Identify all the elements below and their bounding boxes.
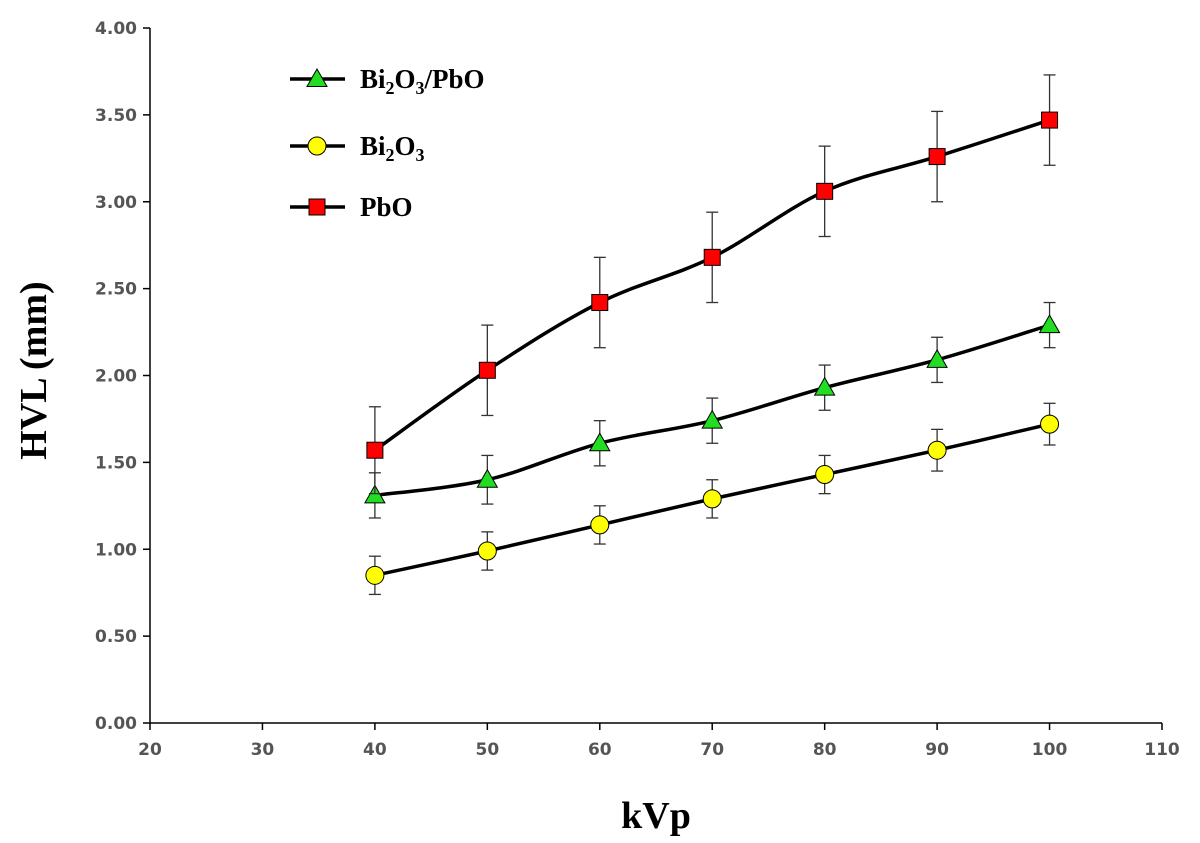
- y-tick-label: 3.00: [95, 193, 137, 213]
- data-point: [588, 432, 611, 452]
- tick-labels: 20 30 40 50 60 70 80 90 100 110 0.00 0.50 1.00 1.50 2.…: [95, 19, 1180, 760]
- x-axis-title: kVp: [621, 795, 691, 837]
- x-tick-label: 30: [251, 740, 275, 760]
- data-point: [1038, 314, 1061, 334]
- series-group: [364, 74, 1061, 596]
- x-tick-label: 80: [813, 740, 837, 760]
- legend-marker: [307, 136, 327, 156]
- data-point: [365, 565, 385, 585]
- legend-entry: Bi2O3: [290, 131, 425, 165]
- legend-label: Bi2O3: [360, 131, 425, 165]
- legend-marker: [306, 67, 328, 87]
- data-point: [476, 468, 499, 488]
- data-point: [927, 440, 947, 460]
- y-tick-label: 4.00: [95, 19, 137, 39]
- data-point: [477, 541, 497, 561]
- y-tick-label: 2.50: [95, 280, 137, 300]
- x-tick-label: 100: [1032, 740, 1068, 760]
- legend: Bi2O3/PbO Bi2O3 PbO: [290, 64, 485, 222]
- x-tick-label: 60: [588, 740, 612, 760]
- y-tick-label: 2.00: [95, 367, 137, 387]
- x-tick-label: 90: [925, 740, 949, 760]
- data-point: [816, 182, 834, 200]
- y-tick-label: 0.00: [95, 714, 137, 734]
- x-tick-label: 50: [475, 740, 499, 760]
- y-axis-title: HVL (mm): [13, 281, 55, 459]
- x-tick-label: 70: [700, 740, 724, 760]
- x-tick-label: 40: [363, 740, 387, 760]
- data-point: [702, 489, 722, 509]
- y-tick-label: 3.50: [95, 106, 137, 126]
- y-tick-label: 1.50: [95, 453, 137, 473]
- legend-label: Bi2O3/PbO: [360, 64, 485, 98]
- data-point: [928, 148, 946, 166]
- series-triangle: [364, 301, 1061, 519]
- data-point: [815, 465, 835, 485]
- legend-entry: PbO: [290, 192, 413, 222]
- data-point: [813, 376, 836, 396]
- legend-label: PbO: [360, 192, 413, 222]
- data-point: [1041, 111, 1059, 129]
- data-point: [366, 441, 384, 459]
- legend-entry: Bi2O3/PbO: [290, 64, 485, 98]
- data-point: [926, 348, 948, 368]
- data-point: [1040, 414, 1060, 434]
- data-point: [590, 515, 610, 535]
- axes: [143, 27, 1163, 730]
- series-square: [366, 74, 1059, 495]
- data-point: [701, 409, 724, 429]
- x-tick-label: 110: [1144, 740, 1180, 760]
- legend-marker: [308, 198, 326, 216]
- y-tick-label: 0.50: [95, 627, 137, 647]
- series-circle: [365, 402, 1060, 596]
- data-point: [478, 361, 496, 379]
- x-tick-label: 20: [138, 740, 162, 760]
- data-point: [591, 294, 609, 312]
- data-point: [703, 248, 721, 266]
- y-tick-label: 1.00: [95, 540, 137, 560]
